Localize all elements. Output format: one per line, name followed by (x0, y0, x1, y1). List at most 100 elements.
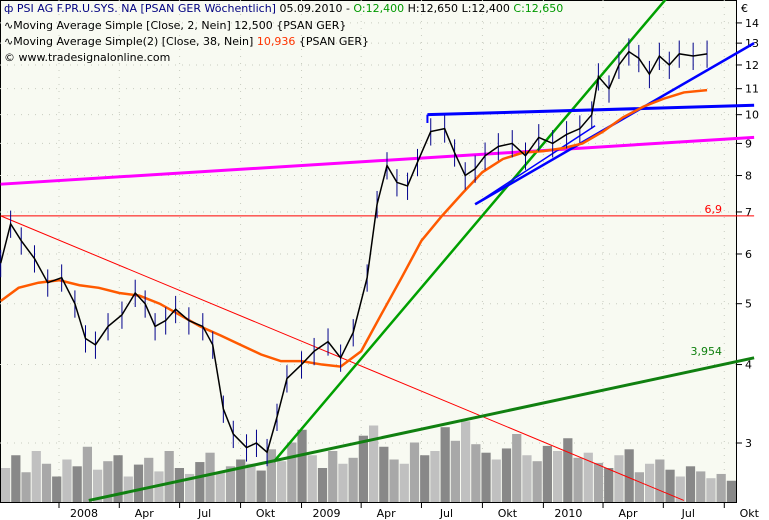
moving-average-icon: ∿ (4, 19, 14, 32)
volume-bar (287, 442, 297, 502)
quote-date: 05.09.2010 - (279, 2, 350, 15)
volume-bar (440, 427, 450, 502)
volume-bar (338, 463, 348, 502)
volume-bar (277, 461, 287, 502)
volume-bar (266, 449, 276, 502)
y-tick-label: 11 (745, 83, 759, 96)
volume-bar (634, 472, 644, 502)
volume-bar (1, 468, 11, 502)
volume-bar (553, 451, 563, 502)
volume-bar (82, 446, 92, 502)
chart-plot-area[interactable] (0, 0, 737, 503)
volume-bar (21, 472, 31, 502)
volume-bar (481, 452, 491, 502)
volume-bar (205, 452, 215, 502)
copyright: © www.tradesignalonline.com (4, 51, 171, 64)
volume-bar (348, 457, 358, 502)
volume-bar (542, 445, 552, 502)
volume-bar (532, 461, 542, 502)
ma2-value: 10,936 (256, 35, 296, 48)
volume-bar (696, 471, 706, 502)
volume-bar (593, 462, 604, 502)
ma1-label: Moving Average Simple [Close, 2, Nein] 1… (13, 19, 347, 32)
volume-bar (133, 464, 144, 502)
volume-bar (215, 472, 225, 502)
y-tick-label: 14 (745, 17, 759, 30)
ma2-suffix: {PSAN GER} (298, 35, 370, 48)
trend-line-label: 6,9 (705, 203, 723, 216)
volume-bar (297, 429, 307, 502)
volume-bar (409, 442, 420, 502)
volume-bar (624, 449, 634, 502)
volume-bar (195, 462, 205, 502)
volume-bar (706, 478, 716, 502)
x-tick-label: Apr (135, 507, 155, 520)
volume-bar (461, 421, 471, 502)
volume-bar (358, 435, 368, 502)
instrument-title: PSI AG F.PR.U.SYS. NA [PSAN GER Wöchentl… (16, 2, 276, 15)
trend-line (0, 135, 755, 186)
x-tick-label: 2008 (70, 507, 98, 520)
low-value: L:12,400 (461, 2, 510, 15)
high-value: H:12,650 (407, 2, 459, 15)
volume-bar (501, 448, 512, 502)
volume-bar (583, 452, 593, 502)
ma1-legend[interactable]: ∿Moving Average Simple [Close, 2, Nein] … (4, 19, 346, 32)
volume-bar (52, 476, 62, 502)
x-tick-label: 2010 (554, 507, 582, 520)
volume-bar (491, 459, 501, 502)
volume-bar (389, 459, 399, 502)
moving-average-icon: ∿ (4, 35, 14, 48)
x-tick-label: 2009 (313, 507, 341, 520)
x-tick-label: Jul (197, 507, 211, 520)
volume-bar (399, 463, 409, 502)
volume-bar (31, 451, 41, 502)
volume-bar (236, 459, 246, 502)
volume-bar (62, 459, 72, 502)
x-tick-label: Okt (256, 507, 276, 520)
volume-bar (72, 466, 82, 502)
volume-bar (256, 470, 266, 502)
volume-bar (726, 480, 736, 502)
ma2-label: Moving Average Simple(2) [Close, 38, Nei… (13, 35, 254, 48)
ma2-legend[interactable]: ∿Moving Average Simple(2) [Close, 38, Ne… (4, 35, 369, 48)
volume-bar (675, 476, 685, 502)
volume-bar (369, 425, 379, 502)
trend-line (474, 125, 596, 205)
open-value: O:12,400 (353, 2, 405, 15)
volume-bar (716, 473, 726, 502)
trend-line (0, 215, 685, 501)
y-tick-label: 3 (745, 437, 752, 450)
trend-line (272, 0, 667, 463)
volume-bar (185, 473, 195, 502)
volume-bar (174, 468, 184, 502)
volume-bar (665, 469, 675, 502)
x-tick-label: Jul (439, 507, 453, 520)
volume-bar (430, 451, 440, 502)
y-tick-label: 4 (745, 359, 752, 372)
y-tick-label: 7 (745, 206, 752, 219)
trend-line-label: 3,954 (691, 345, 723, 358)
y-tick-label: 12 (745, 59, 759, 72)
volume-bar (93, 469, 103, 502)
volume-bar (317, 468, 328, 502)
chart-header-line: ф PSI AG F.PR.U.SYS. NA [PSAN GER Wöchen… (4, 2, 563, 15)
currency-label: € (741, 2, 748, 15)
volume-bar (471, 444, 481, 502)
trend-line (427, 103, 755, 117)
volume-bar (11, 455, 21, 502)
volume-bar (563, 438, 573, 502)
ma38-line (0, 88, 708, 368)
volume-bar (225, 466, 236, 502)
y-tick-label: 8 (745, 170, 752, 183)
volume-bar (420, 455, 430, 502)
x-tick-label: Apr (619, 507, 639, 520)
volume-bar (164, 451, 174, 502)
price-line (0, 50, 708, 454)
volume-bar (685, 466, 696, 502)
x-tick-label: Apr (377, 507, 397, 520)
volume-bar (246, 463, 256, 502)
trend-line (88, 356, 755, 502)
volume-bar (41, 463, 52, 502)
close-value: C:12,650 (513, 2, 564, 15)
